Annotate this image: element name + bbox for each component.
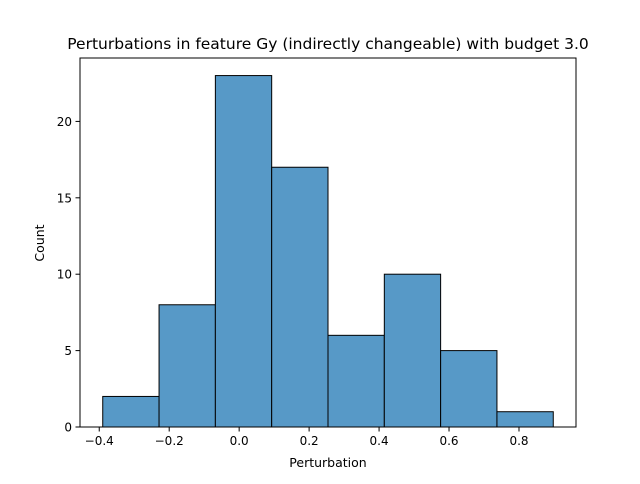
histogram-bar-7 xyxy=(496,411,554,428)
x-tick-label-1: −0.2 xyxy=(155,434,184,448)
x-tick-label-6: 0.8 xyxy=(509,434,528,448)
histogram-bar-5 xyxy=(383,273,442,428)
histogram-bar-2 xyxy=(214,75,273,428)
x-tick-label-4: 0.4 xyxy=(370,434,389,448)
x-tick-label-2: 0.0 xyxy=(230,434,249,448)
x-tick-label-0: −0.4 xyxy=(85,434,114,448)
histogram-bar-0 xyxy=(102,395,160,428)
y-axis-ticks: 0 5 10 15 20 xyxy=(57,115,80,435)
histogram-bar-4 xyxy=(327,334,385,428)
bars-layer xyxy=(102,75,554,428)
histogram-bar-3 xyxy=(271,166,329,428)
x-axis-ticks: −0.4 −0.2 0.0 0.2 0.4 0.6 0.8 xyxy=(85,427,529,448)
x-tick-label-3: 0.2 xyxy=(300,434,319,448)
x-axis-label: Perturbation xyxy=(289,455,366,470)
y-tick-label-2: 10 xyxy=(57,268,72,282)
histogram-bar-6 xyxy=(440,350,498,428)
y-tick-label-3: 15 xyxy=(57,191,72,205)
y-tick-label-4: 20 xyxy=(57,115,72,129)
histogram-bar-1 xyxy=(158,304,216,428)
y-tick-label-0: 0 xyxy=(64,421,72,435)
x-tick-label-5: 0.6 xyxy=(439,434,458,448)
y-axis-label: Count xyxy=(32,224,47,261)
y-tick-label-1: 5 xyxy=(64,344,72,358)
plot-frame xyxy=(79,57,577,428)
chart-title: Perturbations in feature Gy (indirectly … xyxy=(67,35,589,53)
